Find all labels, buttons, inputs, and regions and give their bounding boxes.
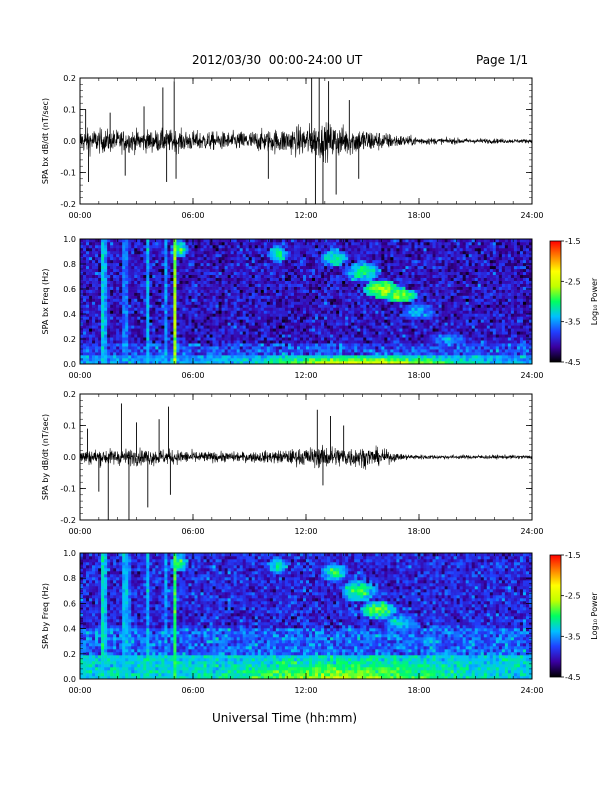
x-tick-label: 00:00 [68, 371, 91, 380]
y-axis-label: SPA by Freq (Hz) [41, 583, 50, 649]
page-indicator: Page 1/1 [476, 53, 529, 67]
y-tick-label: 0.4 [63, 625, 76, 634]
x-tick-label: 18:00 [407, 211, 430, 220]
x-tick-label: 24:00 [520, 686, 543, 695]
x-tick-label: 24:00 [520, 527, 543, 536]
y-axis-label: SPA bx Freq (Hz) [41, 269, 50, 335]
page-title: 2012/03/30 00:00-24:00 UT [192, 53, 363, 67]
colorbar-tick-label: -1.5 [565, 237, 581, 246]
x-tick-label: 06:00 [181, 686, 204, 695]
x-tick-label: 00:00 [68, 211, 91, 220]
y-tick-label: 0.4 [63, 310, 76, 319]
colorbar-tick-label: -3.5 [565, 318, 581, 327]
y-tick-label: 1.0 [63, 549, 76, 558]
colorbar-label: Log₁₀ Power [590, 592, 599, 640]
y-axis-label: SPA by dB/dt (nT/sec) [41, 414, 50, 500]
y-tick-label: -0.2 [60, 200, 76, 209]
y-tick-label: 0.0 [63, 675, 76, 684]
x-tick-label: 00:00 [68, 686, 91, 695]
spectrogram-3 [80, 553, 533, 680]
x-tick-label: 00:00 [68, 527, 91, 536]
x-tick-label: 06:00 [181, 371, 204, 380]
y-tick-label: 0.0 [63, 137, 76, 146]
colorbar [549, 240, 562, 363]
y-tick-label: 0.8 [63, 260, 76, 269]
colorbar-tick-label: -1.5 [565, 551, 581, 560]
dbdt-trace [80, 444, 532, 470]
colorbar [549, 554, 562, 678]
x-tick-label: 24:00 [520, 371, 543, 380]
spectrogram-1 [80, 239, 533, 365]
y-tick-label: 0.2 [63, 650, 76, 659]
x-tick-label: 18:00 [407, 686, 430, 695]
trace-group-0 [80, 78, 532, 204]
colorbar-tick-label: -3.5 [565, 632, 581, 641]
y-tick-label: 0.1 [63, 106, 76, 115]
colorbar-label: Log₁₀ Power [590, 277, 599, 325]
y-tick-label: -0.1 [60, 485, 76, 494]
y-tick-label: 0.8 [63, 574, 76, 583]
y-tick-label: -0.2 [60, 516, 76, 525]
x-tick-label: 12:00 [294, 527, 317, 536]
y-tick-label: 0.2 [63, 390, 76, 399]
y-tick-label: -0.1 [60, 169, 76, 178]
x-tick-label: 18:00 [407, 527, 430, 536]
y-tick-label: 0.1 [63, 422, 76, 431]
y-tick-label: 0.0 [63, 453, 76, 462]
x-tick-label: 06:00 [181, 211, 204, 220]
x-tick-label: 06:00 [181, 527, 204, 536]
y-tick-label: 0.0 [63, 360, 76, 369]
colorbar-tick-label: -2.5 [565, 277, 581, 286]
y-tick-label: 0.6 [63, 599, 76, 608]
colorbar-tick-label: -2.5 [565, 592, 581, 601]
trace-group-2 [80, 403, 532, 520]
x-tick-label: 12:00 [294, 371, 317, 380]
y-tick-label: 1.0 [63, 235, 76, 244]
colorbar-tick-label: -4.5 [565, 673, 581, 682]
x-tick-label: 24:00 [520, 211, 543, 220]
x-tick-label: 12:00 [294, 686, 317, 695]
x-tick-label: 18:00 [407, 371, 430, 380]
colorbar-tick-label: -4.5 [565, 358, 581, 367]
y-tick-label: 0.2 [63, 74, 76, 83]
y-axis-label: SPA bx dB/dt (nT/sec) [41, 98, 50, 184]
x-tick-label: 12:00 [294, 211, 317, 220]
y-tick-label: 0.2 [63, 335, 76, 344]
y-tick-label: 0.6 [63, 285, 76, 294]
dbdt-trace [80, 122, 532, 163]
x-axis-title: Universal Time (hh:mm) [212, 711, 358, 725]
